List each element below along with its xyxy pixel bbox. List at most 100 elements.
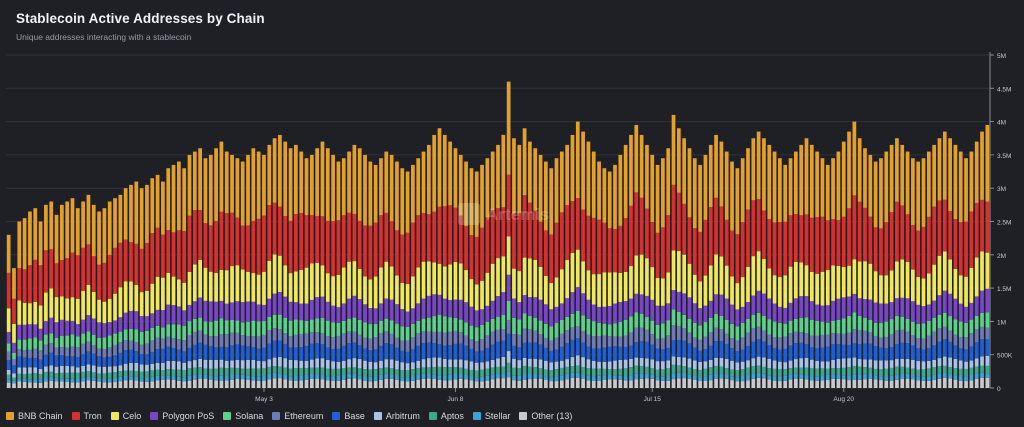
bar-segment (272, 202, 277, 255)
bar-segment (639, 341, 644, 358)
bar-segment (714, 313, 718, 328)
bar-segment (17, 373, 22, 379)
bar-segment (442, 345, 447, 359)
bar-segment (469, 348, 474, 362)
bar-segment (868, 263, 873, 300)
bar-segment (783, 336, 788, 349)
legend-item[interactable]: Aptos (428, 411, 464, 421)
bar-segment (416, 374, 421, 380)
bar-segment (873, 302, 878, 323)
bar-segment (214, 347, 218, 360)
bar-segment (267, 260, 272, 299)
legend-item[interactable]: Other (13) (519, 411, 572, 421)
bar-segment (192, 374, 197, 380)
bar-segment (368, 308, 373, 325)
bar-segment (12, 377, 16, 381)
bar-segment (788, 320, 793, 334)
bar-segment (118, 331, 123, 343)
bar-segment (113, 355, 117, 367)
bar-segment (847, 315, 851, 333)
bar-segment (118, 365, 123, 372)
bar-segment (214, 376, 218, 381)
bar-segment (692, 322, 697, 338)
bar-segment (528, 315, 532, 330)
bar-segment (304, 333, 309, 346)
bar-segment (134, 311, 139, 330)
bar-segment (432, 379, 437, 388)
bar-segment (283, 317, 288, 334)
bar-segment (597, 368, 601, 376)
bar-segment (288, 359, 293, 369)
bar-segment (75, 357, 80, 368)
bar-segment (177, 324, 181, 340)
bar-segment (597, 336, 601, 349)
legend-item[interactable]: Tron (71, 411, 102, 421)
bar-segment (565, 343, 569, 360)
bar-segment (772, 151, 777, 223)
legend-item[interactable]: BNB Chain (6, 411, 63, 421)
bar-segment (129, 363, 133, 371)
bar-segment (591, 360, 596, 369)
bar-segment (974, 141, 979, 203)
legend-item[interactable]: Polygon PoS (150, 411, 214, 421)
bar-segment (320, 333, 325, 345)
bar-segment (740, 322, 745, 338)
bar-segment (772, 348, 777, 361)
bar-segment (815, 273, 819, 305)
bar-segment (6, 343, 11, 352)
bar-segment (857, 374, 862, 380)
bar-segment (597, 322, 601, 336)
bar-segment (549, 340, 554, 351)
bar-segment (400, 377, 405, 382)
bar-segment (948, 357, 952, 367)
bar-segment (671, 325, 676, 341)
bar-segment (964, 376, 968, 382)
bar-segment (889, 380, 894, 388)
bar-segment (974, 202, 979, 258)
bar-segment (230, 319, 234, 333)
bar-segment (91, 256, 96, 292)
bar-segment (671, 340, 676, 357)
bar-segment (309, 373, 314, 379)
bar-segment (533, 210, 538, 260)
bar-segment (28, 211, 32, 266)
bar-segment (815, 360, 819, 369)
bar-segment (283, 374, 288, 380)
watermark-logo-icon (458, 203, 480, 225)
bar-segment (395, 379, 399, 388)
legend-item[interactable]: Stellar (472, 411, 510, 421)
legend-item[interactable]: Solana (223, 411, 263, 421)
bar-segment (911, 321, 915, 336)
bar-segment (740, 381, 745, 388)
bar-segment (145, 377, 149, 382)
legend-item[interactable]: Ethereum (272, 411, 323, 421)
bar-segment (107, 298, 112, 323)
bar-segment (278, 356, 282, 367)
bar-segment (512, 380, 516, 388)
bar-segment (788, 360, 793, 368)
bar-segment (953, 319, 958, 335)
bar-segment (347, 367, 351, 374)
bar-segment (783, 307, 788, 324)
bar-segment (97, 211, 101, 265)
bar-segment (937, 328, 942, 342)
bar-segment (767, 334, 772, 346)
legend-item[interactable]: Arbitrum (373, 411, 420, 421)
bar-segment (347, 373, 351, 379)
bar-segment (262, 154, 266, 216)
bar-segment (948, 330, 952, 342)
legend-item[interactable]: Base (332, 411, 365, 421)
bar-segment (458, 367, 463, 374)
bar-segment (123, 350, 128, 364)
bar-segment (926, 368, 931, 377)
bar-segment (192, 264, 197, 302)
bar-segment (528, 258, 532, 298)
bar-segment (597, 348, 601, 362)
legend-item[interactable]: Celo (110, 411, 141, 421)
bar-segment (347, 318, 351, 332)
bar-segment (533, 297, 538, 318)
bar-segment (942, 326, 947, 340)
bar-segment (208, 346, 213, 360)
bar-segment (889, 302, 894, 320)
bar-segment (6, 308, 11, 332)
